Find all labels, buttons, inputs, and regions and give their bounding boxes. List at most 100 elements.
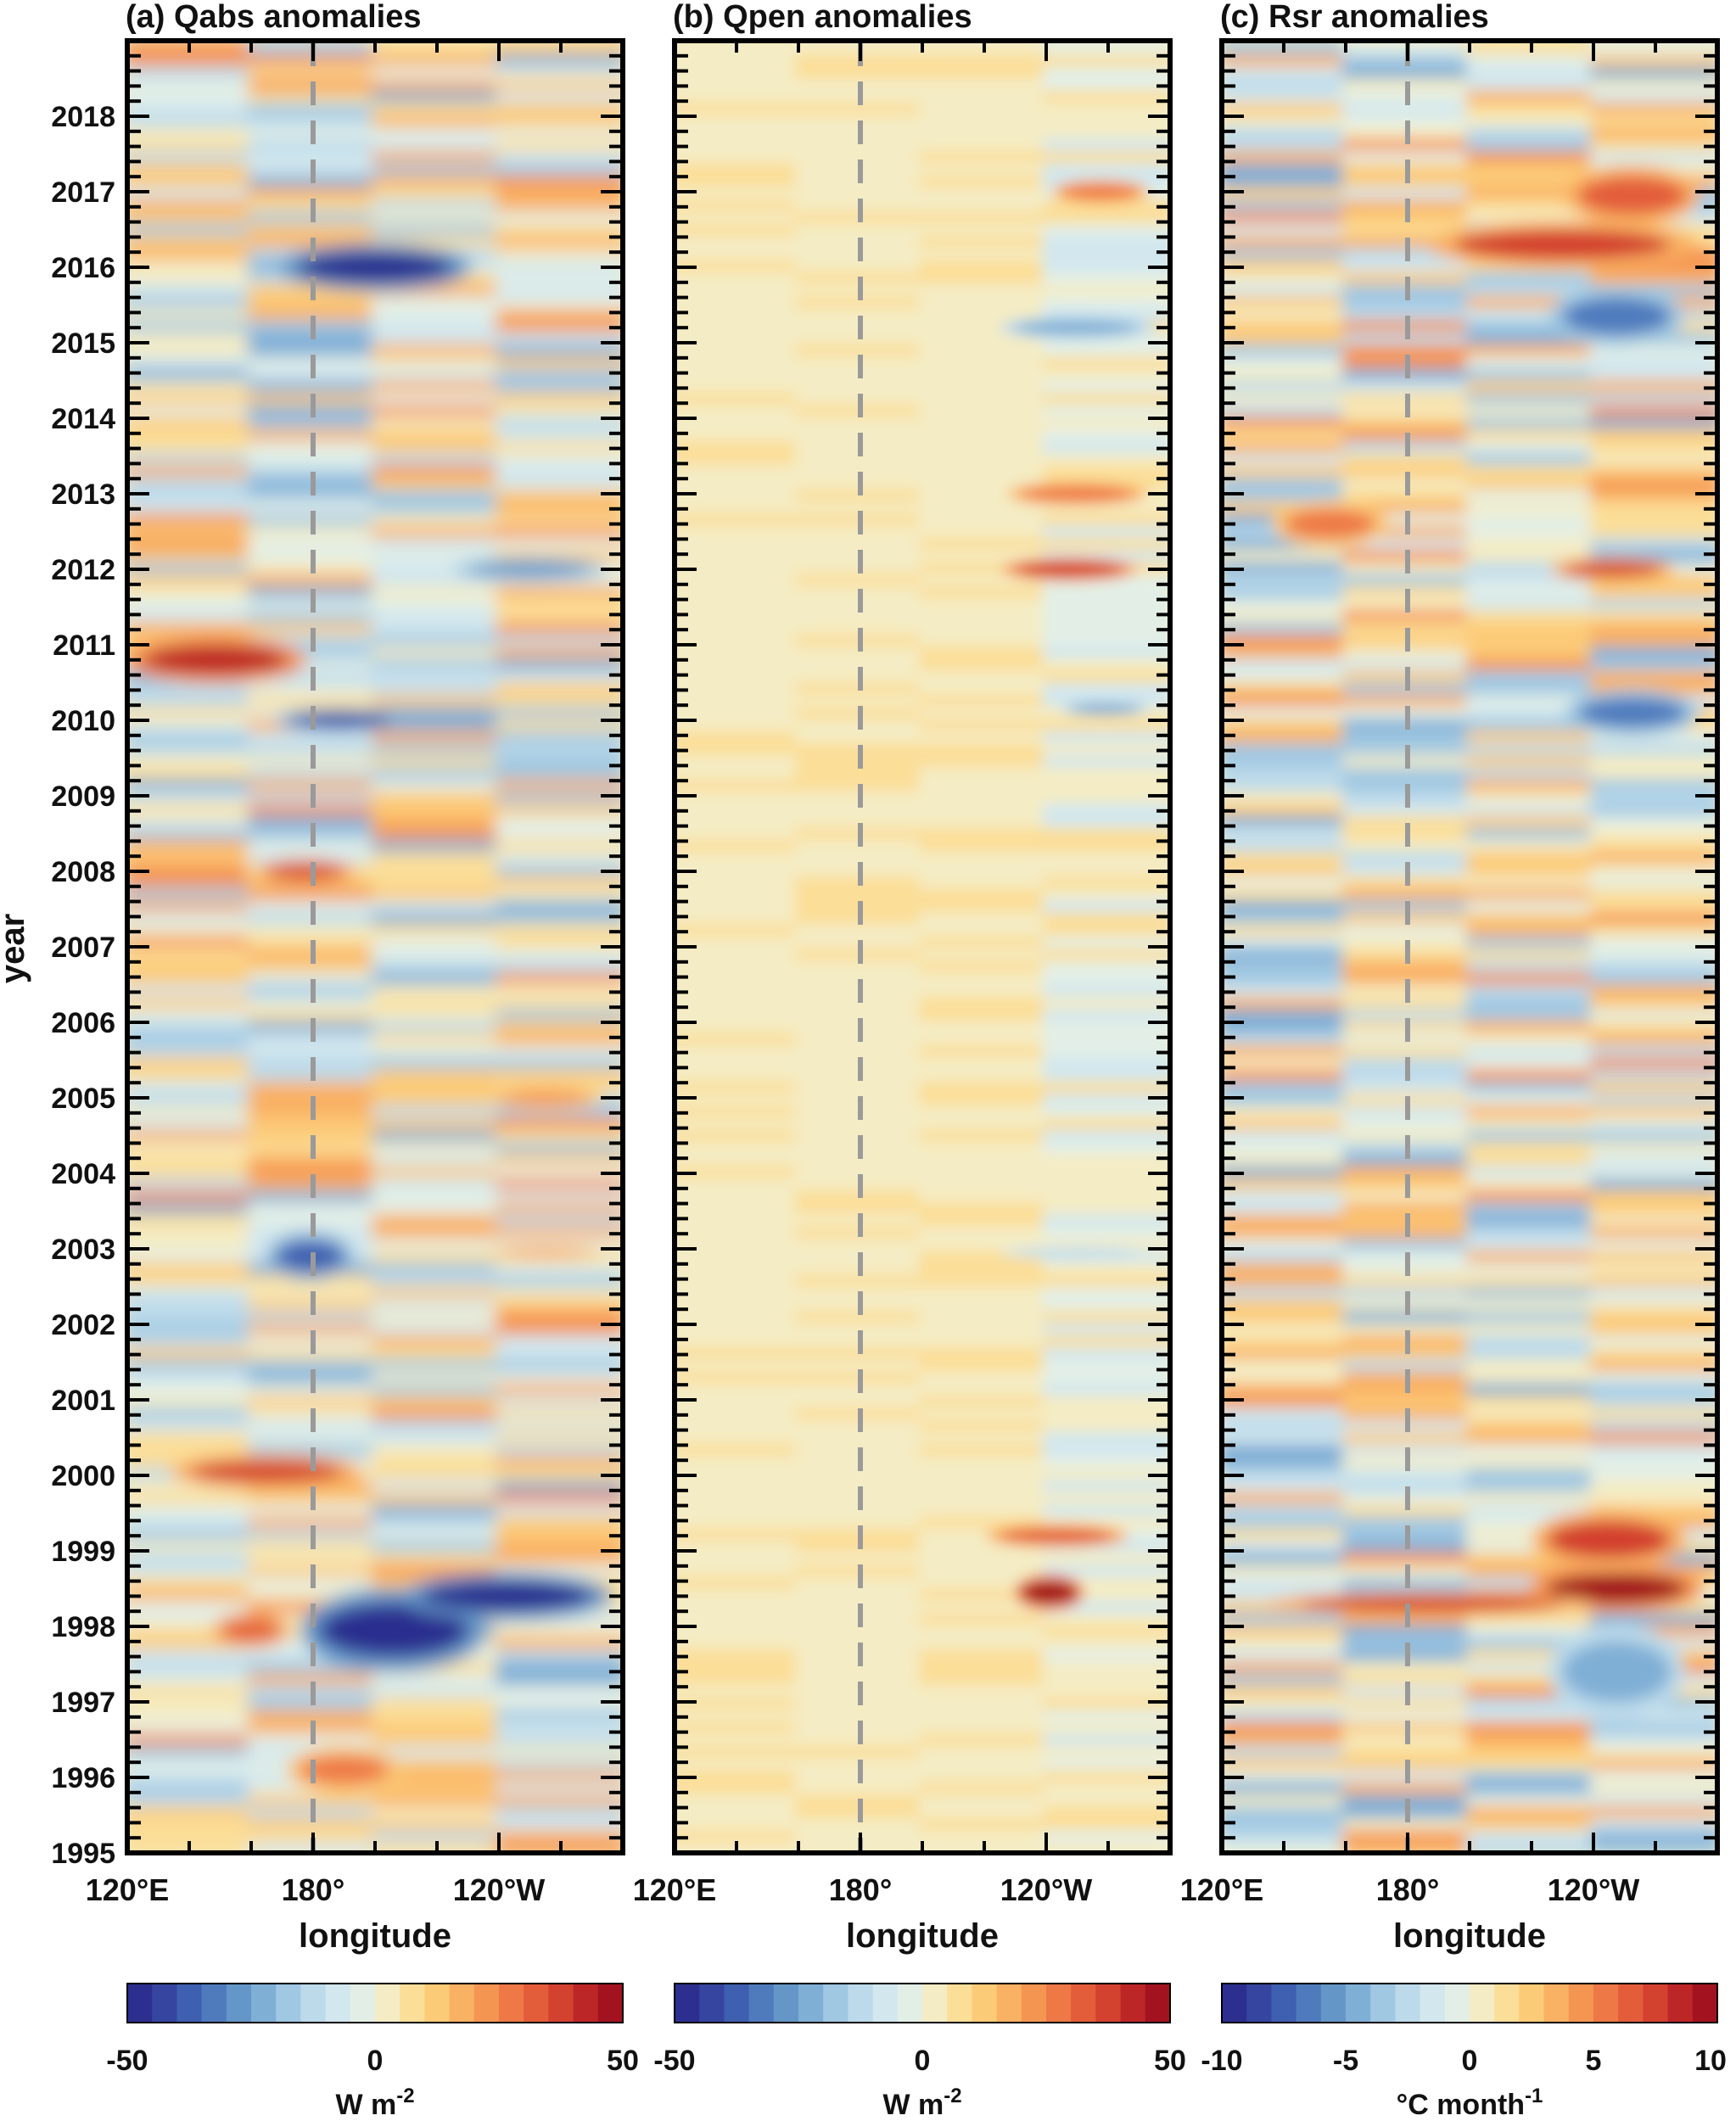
heatmap-cell — [372, 1720, 502, 1734]
panel-a-ytick-label: 2002 — [51, 1309, 115, 1341]
colorbar-swatch — [201, 1984, 227, 2023]
heatmap-cell — [1043, 270, 1170, 284]
heatmap-cell — [1466, 282, 1597, 297]
heatmap-cell — [919, 270, 1050, 284]
heatmap-cell — [1043, 1079, 1170, 1094]
heatmap-cell — [1342, 1321, 1473, 1335]
heatmap-cell — [372, 101, 502, 115]
heatmap-cell — [1222, 1720, 1349, 1734]
heatmap-cell — [1590, 1188, 1717, 1203]
heatmap-cell — [127, 1309, 255, 1324]
heatmap-cell — [1222, 1780, 1349, 1794]
heatmap-cell — [1466, 1007, 1597, 1021]
heatmap-cell — [1342, 1309, 1473, 1324]
heatmap-cell — [248, 221, 378, 236]
heatmap-cell — [496, 705, 623, 719]
colorbar-swatch — [1395, 1984, 1421, 2023]
heatmap-cell — [1590, 1430, 1717, 1444]
heatmap-cell — [1466, 802, 1597, 816]
heatmap-cell — [496, 1792, 623, 1807]
heatmap-cell — [496, 692, 623, 708]
heatmap-cell — [1590, 1321, 1717, 1335]
heatmap-cell — [496, 1526, 623, 1541]
heatmap-cell — [1590, 1224, 1717, 1239]
heatmap-cell — [1043, 789, 1170, 804]
heatmap-cell — [1222, 1490, 1349, 1505]
colorbar-swatch — [947, 1984, 972, 2023]
heatmap-cell — [675, 1116, 802, 1130]
heatmap-cell — [1222, 113, 1349, 127]
heatmap-cell — [919, 64, 1050, 79]
heatmap-feature — [468, 562, 592, 577]
heatmap-cell — [372, 125, 502, 139]
heatmap-cell — [795, 500, 926, 514]
heatmap-cell — [1590, 632, 1717, 646]
heatmap-cell — [1222, 1418, 1349, 1432]
heatmap-cell — [1466, 1273, 1597, 1287]
heatmap-cell — [127, 294, 255, 309]
colorbar-swatch — [1296, 1984, 1322, 2023]
heatmap-cell — [1466, 1139, 1597, 1155]
heatmap-cell — [127, 1296, 255, 1312]
heatmap-cell — [1043, 1031, 1170, 1045]
heatmap-cell — [1222, 837, 1349, 853]
heatmap-cell — [1590, 971, 1717, 985]
heatmap-cell — [127, 705, 255, 719]
heatmap-cell — [675, 137, 802, 152]
heatmap-cell — [127, 1575, 255, 1589]
heatmap-feature — [1299, 1596, 1563, 1612]
heatmap-cell — [1043, 1091, 1170, 1106]
heatmap-cell — [496, 185, 623, 200]
panel-a-ytick-label: 2017 — [51, 176, 115, 209]
heatmap-cell — [1043, 1212, 1170, 1227]
heatmap-cell — [919, 378, 1050, 393]
heatmap-cell — [675, 1091, 802, 1106]
heatmap-cell — [1222, 632, 1349, 646]
heatmap-cell — [1222, 1249, 1349, 1263]
heatmap-cell — [372, 318, 502, 333]
heatmap-cell — [127, 330, 255, 344]
heatmap-cell — [372, 910, 502, 925]
colorbar-c-frame — [1221, 1983, 1718, 2023]
heatmap-cell — [1222, 934, 1349, 949]
heatmap-cell — [1043, 1816, 1170, 1831]
colorbar-a-tick-max: 50 — [607, 2045, 639, 2077]
heatmap-cell — [675, 403, 802, 417]
heatmap-cell — [919, 705, 1050, 719]
heatmap-cell — [372, 210, 502, 224]
heatmap-cell — [1466, 1188, 1597, 1203]
heatmap-cell — [1222, 221, 1349, 236]
heatmap-cell — [372, 692, 502, 708]
heatmap-cell — [372, 487, 502, 502]
heatmap-cell — [1590, 367, 1717, 381]
heatmap-cell — [1043, 692, 1170, 708]
heatmap-cell — [1342, 294, 1473, 309]
heatmap-cell — [1222, 403, 1349, 417]
heatmap-cell — [1043, 898, 1170, 913]
heatmap-cell — [372, 463, 502, 478]
heatmap-cell — [127, 1273, 255, 1287]
heatmap-cell — [372, 1357, 502, 1372]
heatmap-cell — [1590, 427, 1717, 441]
panel-a-ytick-label: 1996 — [51, 1762, 115, 1794]
heatmap-cell — [496, 922, 623, 937]
heatmap-cell — [127, 523, 255, 538]
heatmap-cell — [1466, 971, 1597, 985]
heatmap-cell — [1342, 1357, 1473, 1372]
heatmap-cell — [127, 608, 255, 623]
heatmap-cell — [919, 475, 1050, 490]
heatmap-cell — [372, 451, 502, 466]
heatmap-cell — [1466, 789, 1597, 804]
colorbar-swatch — [996, 1984, 1022, 2023]
heatmap-cell — [1466, 161, 1597, 176]
colorbar-swatch — [1320, 1984, 1347, 2023]
heatmap-cell — [795, 343, 926, 357]
heatmap-cell — [127, 487, 255, 502]
panel-b-xtick-120w: 120°W — [1000, 1872, 1092, 1907]
heatmap-cell — [372, 777, 502, 792]
heatmap-cell — [1466, 1309, 1597, 1324]
heatmap-cell — [675, 1732, 802, 1746]
colorbar-c-tick-3: 5 — [1586, 2045, 1602, 2077]
heatmap-cell — [1043, 294, 1170, 309]
